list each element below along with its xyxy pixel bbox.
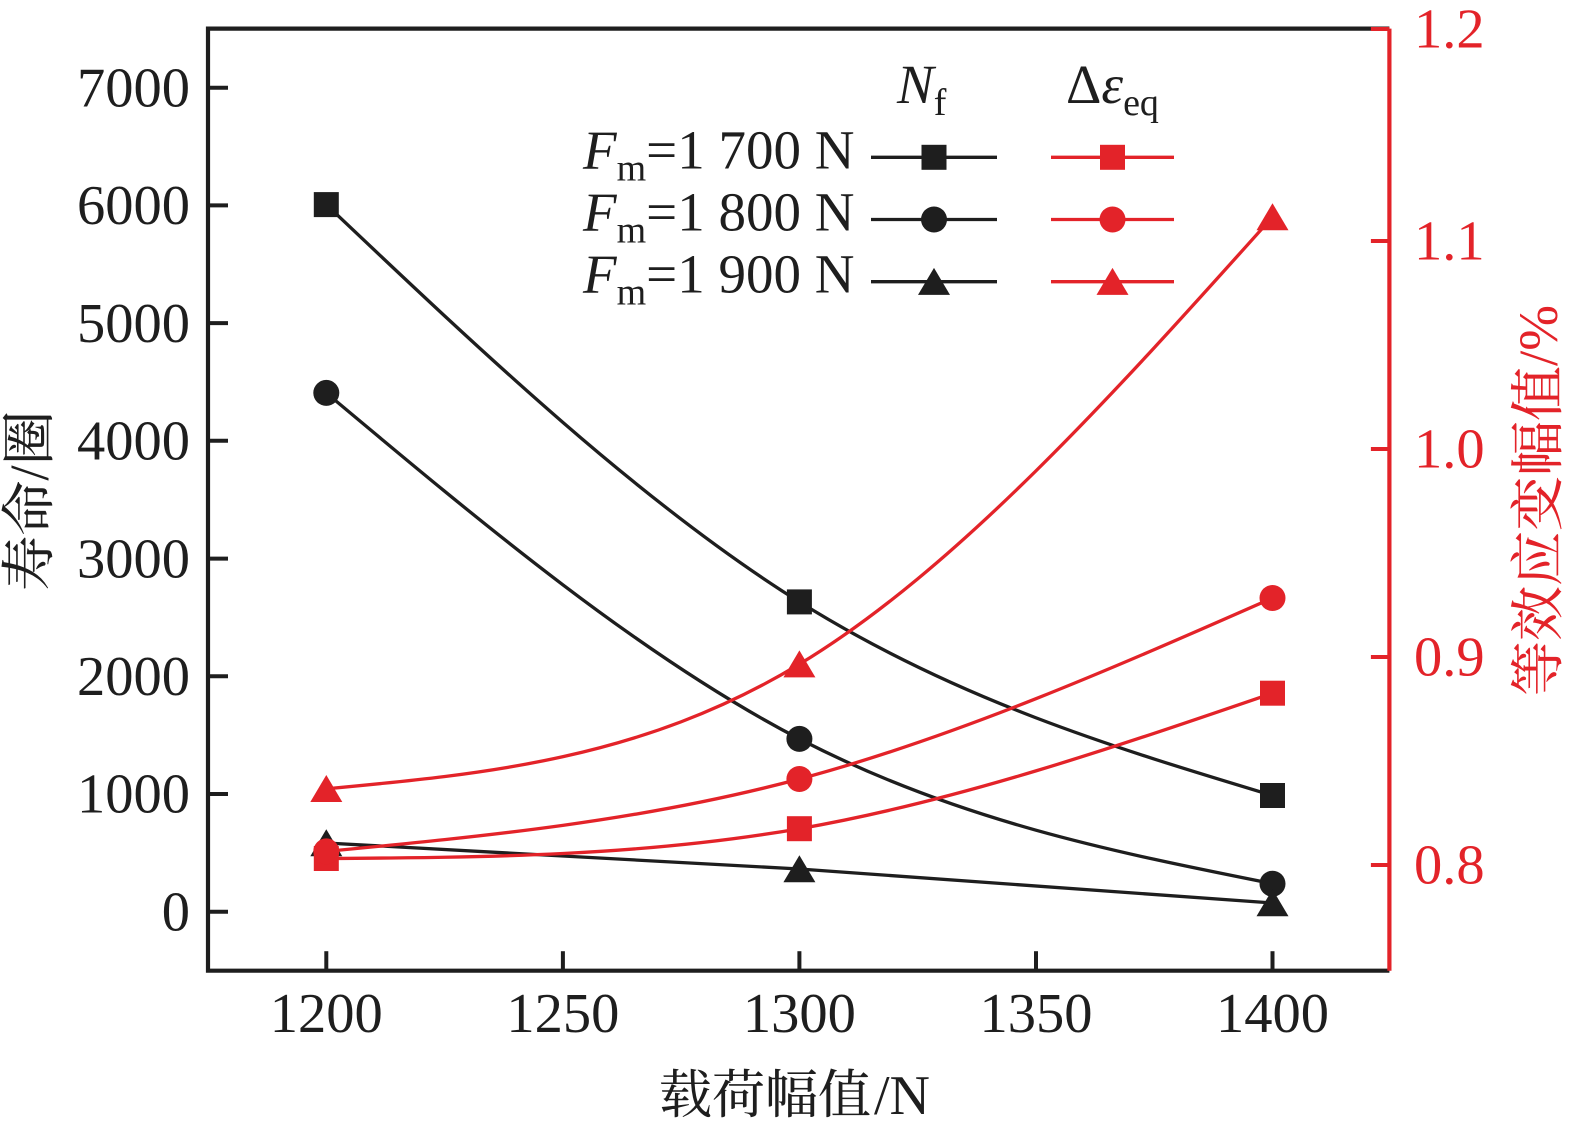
svg-text:/N: /N bbox=[874, 1065, 930, 1127]
svg-text:1.2: 1.2 bbox=[1414, 0, 1485, 61]
svg-text:1400: 1400 bbox=[1216, 983, 1329, 1045]
svg-text:1000: 1000 bbox=[77, 764, 190, 826]
svg-text:6000: 6000 bbox=[77, 175, 190, 237]
svg-text:1200: 1200 bbox=[270, 983, 383, 1045]
svg-text:2000: 2000 bbox=[77, 646, 190, 708]
svg-text:1.1: 1.1 bbox=[1414, 211, 1485, 273]
svg-text:Fm=1 700 N: Fm=1 700 N bbox=[582, 119, 854, 189]
svg-text:0.8: 0.8 bbox=[1414, 835, 1485, 897]
svg-text:Fm=1 800 N: Fm=1 800 N bbox=[582, 182, 854, 252]
svg-text:7000: 7000 bbox=[77, 57, 190, 119]
svg-text:1250: 1250 bbox=[506, 983, 619, 1045]
svg-text:0: 0 bbox=[162, 881, 190, 943]
svg-text:1300: 1300 bbox=[743, 983, 856, 1045]
svg-text:Nf: Nf bbox=[896, 54, 947, 124]
svg-text:3000: 3000 bbox=[77, 528, 190, 590]
svg-text:5000: 5000 bbox=[77, 293, 190, 355]
svg-text:0.9: 0.9 bbox=[1414, 627, 1485, 689]
svg-text:/%: /% bbox=[1508, 305, 1569, 366]
svg-text:/: / bbox=[0, 465, 60, 481]
svg-text:1.0: 1.0 bbox=[1414, 419, 1485, 481]
svg-text:Δεeq: Δεeq bbox=[1066, 54, 1159, 124]
svg-text:4000: 4000 bbox=[77, 411, 190, 473]
svg-text:1350: 1350 bbox=[980, 983, 1093, 1045]
svg-text:Fm=1 900 N: Fm=1 900 N bbox=[582, 244, 854, 314]
